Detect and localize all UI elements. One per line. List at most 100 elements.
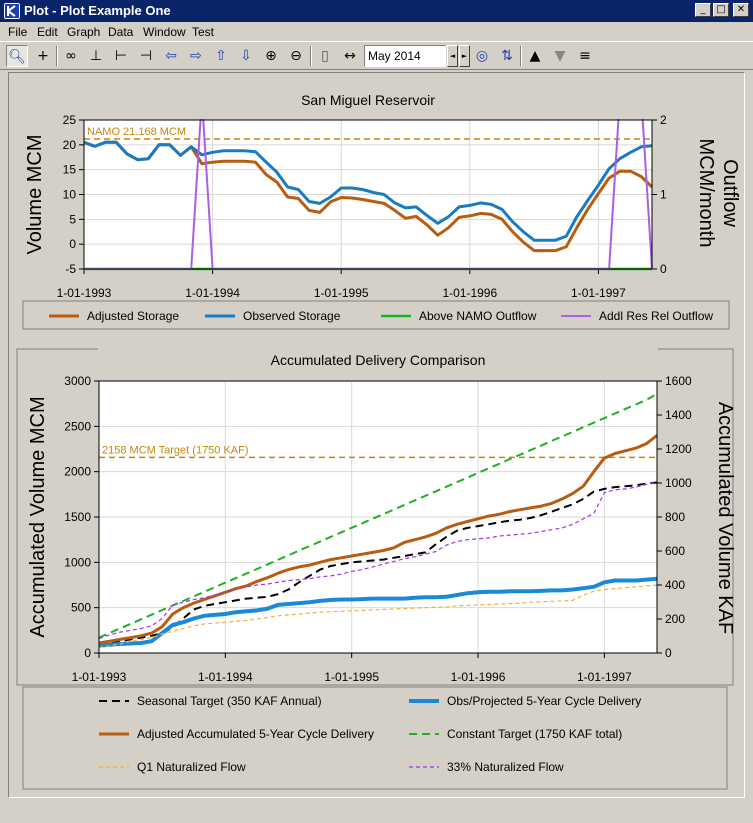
series-line <box>98 584 658 649</box>
link-icon[interactable]: ∞ <box>65 48 77 64</box>
y-tick-label: 3000 <box>64 374 91 388</box>
y-tick-label: 2000 <box>64 465 91 479</box>
menu-graph[interactable]: Graph <box>67 25 101 39</box>
split-icon[interactable]: ↔ <box>344 48 356 64</box>
chart-title-overlay: Accumulated Delivery Comparison <box>271 352 486 368</box>
zoom-out-icon[interactable]: ⊖ <box>290 48 302 64</box>
y2-axis-title-line: MCM/month <box>695 139 717 248</box>
app-logo-icon <box>4 3 20 19</box>
y-tick-label: -5 <box>65 262 76 276</box>
y-tick-label: 15 <box>63 163 77 177</box>
plot-area-border <box>83 119 653 270</box>
y-tick-label: 0 <box>84 646 91 660</box>
date-field[interactable]: May 2014 <box>364 45 446 67</box>
plot-content-area: San Miguel Reservoir1-01-19931-01-19941-… <box>8 72 745 798</box>
axis-icon[interactable]: ⊥ <box>89 48 103 64</box>
arrow-right-icon[interactable]: ⇨ <box>190 48 202 64</box>
panel-icon[interactable]: ▯ <box>321 48 329 64</box>
y2-tick-label: 1600 <box>665 374 692 388</box>
y2-tick-label: 800 <box>665 510 685 524</box>
legend-label: 33% Naturalized Flow <box>447 760 564 774</box>
y-axis-title: Volume MCM <box>24 134 46 254</box>
y-tick-label: 500 <box>71 601 91 615</box>
legend-box <box>22 686 728 790</box>
y2-axis-title-line: Outflow <box>719 159 741 227</box>
y2-tick-label: 400 <box>665 578 685 592</box>
y-tick-label: 25 <box>63 113 77 127</box>
y2-tick-label: 600 <box>665 544 685 558</box>
series-line <box>98 576 658 648</box>
globe-icon[interactable]: ◎ <box>475 48 489 64</box>
x-tick-label: 1-01-1994 <box>185 286 240 300</box>
close-button[interactable]: ✕ <box>733 3 749 17</box>
y2-tick-label: 200 <box>665 612 685 626</box>
plot-canvas: San Miguel Reservoir1-01-19931-01-19941-… <box>16 80 741 790</box>
y2-tick-label: 1000 <box>665 476 692 490</box>
y-tick-label: 2500 <box>64 419 91 433</box>
zoom-in-icon[interactable]: ⊕ <box>265 48 277 64</box>
plot-top-mask <box>98 341 658 380</box>
y-tick-label: 5 <box>69 212 76 226</box>
arrow-up-icon[interactable]: ⇧ <box>215 48 227 64</box>
chart-title-overlay: San Miguel Reservoir <box>301 92 435 108</box>
y-tick-label: 20 <box>63 138 77 152</box>
y2-tick-label: 1400 <box>665 408 692 422</box>
x-tick-label: 1-01-1995 <box>314 286 369 300</box>
y-tick-label: 1500 <box>64 510 91 524</box>
toolbar-separator <box>310 46 312 66</box>
plot-area-border <box>98 380 658 654</box>
x-tick-label: 1-01-1994 <box>198 670 253 684</box>
toolbar-separator <box>56 46 58 66</box>
y-tick-label: 0 <box>69 237 76 251</box>
axis-r-icon[interactable]: ⊢ <box>114 48 128 64</box>
y2-axis-title: OutflowMCM/month <box>695 139 741 248</box>
legend-label: Seasonal Target (350 KAF Annual) <box>137 694 322 708</box>
menu-window[interactable]: Window <box>143 25 186 39</box>
y-axis-title: Accumulated Volume MCM <box>27 396 49 637</box>
date-next-button[interactable]: ► <box>459 45 470 67</box>
menu-file[interactable]: File <box>8 25 28 39</box>
chart-down-icon[interactable]: ▼ <box>554 48 566 64</box>
chart-up-icon[interactable]: ▲ <box>529 48 541 64</box>
series-line <box>98 392 658 639</box>
magnifier-select-icon[interactable]: 🔍︎ <box>6 45 28 67</box>
minimize-button[interactable]: _ <box>695 3 711 17</box>
chart-list-icon[interactable]: ≡ <box>579 48 591 64</box>
status-bar <box>0 801 753 823</box>
legend-box <box>22 300 730 330</box>
legend-label: Obs/Projected 5-Year Cycle Delivery <box>447 694 641 708</box>
x-tick-label: 1-01-1997 <box>577 670 632 684</box>
series-line <box>98 434 658 645</box>
toolbar-separator <box>520 46 522 66</box>
legend-label: Observed Storage <box>243 309 341 323</box>
x-tick-label: 1-01-1996 <box>451 670 506 684</box>
x-tick-label: 1-01-1995 <box>324 670 379 684</box>
arrow-down-icon[interactable]: ⇩ <box>240 48 252 64</box>
title-bar: Plot - Plot Example One _ □ ✕ <box>0 0 753 22</box>
x-tick-label: 1-01-1993 <box>57 286 112 300</box>
legend-label: Constant Target (1750 KAF total) <box>447 727 622 741</box>
y2-tick-label: 1200 <box>665 442 692 456</box>
sync-icon[interactable]: ⇅ <box>501 48 513 64</box>
y-tick-label: 10 <box>63 188 77 202</box>
menu-edit[interactable]: Edit <box>37 25 58 39</box>
toolbar: 🔍︎ + ∞ ⊥ ⊢ ⊣ ⇦ ⇨ ⇧ ⇩ ⊕ ⊖ ▯ ↔ May 2014 ◄ … <box>0 41 753 70</box>
y-tick-label: 1000 <box>64 555 91 569</box>
crosshair-icon[interactable]: + <box>37 48 49 64</box>
y2-axis-title: Accumulated Volume KAF <box>714 402 736 634</box>
axis-s-icon[interactable]: ⊣ <box>139 48 153 64</box>
arrow-left-icon[interactable]: ⇦ <box>165 48 177 64</box>
legend-label: Addl Res Rel Outflow <box>599 309 713 323</box>
legend-label: Adjusted Accumulated 5-Year Cycle Delive… <box>137 727 374 741</box>
series-line <box>98 481 658 640</box>
menu-test[interactable]: Test <box>192 25 215 39</box>
series-line <box>83 140 653 242</box>
y2-tick-label: 1 <box>660 188 667 202</box>
date-prev-button[interactable]: ◄ <box>447 45 458 67</box>
legend-label: Q1 Naturalized Flow <box>137 760 246 774</box>
maximize-button[interactable]: □ <box>713 3 729 17</box>
x-tick-label: 1-01-1996 <box>442 286 497 300</box>
x-tick-label: 1-01-1997 <box>571 286 626 300</box>
legend-label: Adjusted Storage <box>87 309 179 323</box>
menu-data[interactable]: Data <box>108 25 134 39</box>
